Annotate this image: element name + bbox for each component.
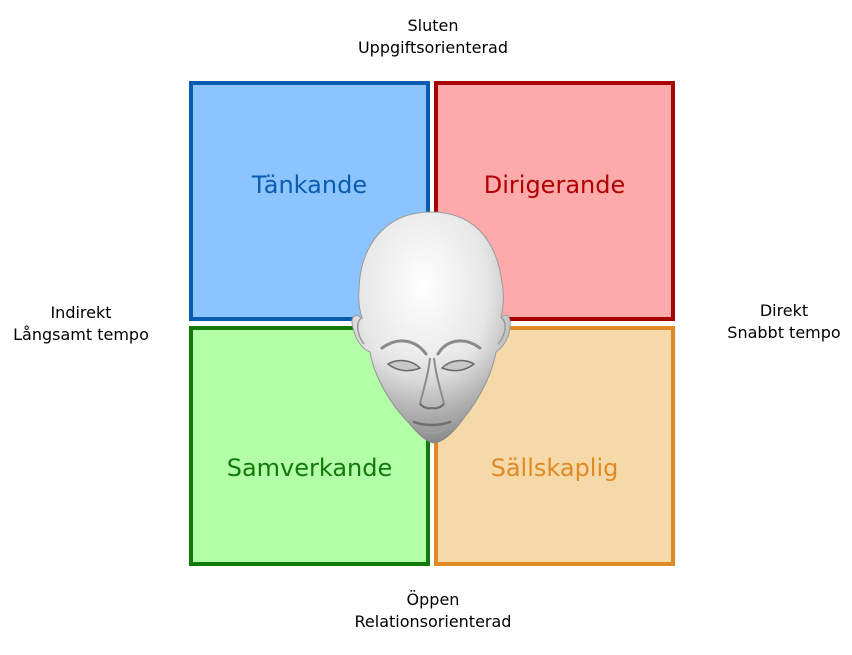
quadrant-label-sallskaplig: Sällskaplig (490, 454, 619, 482)
axis-right-line1: Direkt (759, 301, 809, 320)
axis-label-top: Sluten Uppgiftsorienterad (333, 15, 533, 59)
axis-left-line1: Indirekt (50, 303, 112, 322)
axis-top-line1: Sluten (407, 16, 459, 35)
axis-label-bottom: Öppen Relationsorienterad (333, 589, 533, 633)
quadrant-label-dirigerande: Dirigerande (483, 171, 626, 199)
axis-label-right: Direkt Snabbt tempo (712, 300, 852, 344)
quadrant-dirigerande: Dirigerande (434, 81, 675, 321)
axis-left-line2: Långsamt tempo (13, 325, 149, 344)
quadrant-sallskaplig: Sällskaplig (434, 326, 675, 566)
axis-label-left: Indirekt Långsamt tempo (0, 302, 162, 346)
axis-bottom-line2: Relationsorienterad (354, 612, 512, 631)
axis-right-line2: Snabbt tempo (727, 323, 841, 342)
quadrant-tankande: Tänkande (189, 81, 430, 321)
axis-top-line2: Uppgiftsorienterad (357, 38, 509, 57)
quadrant-label-tankande: Tänkande (251, 171, 368, 199)
axis-bottom-line1: Öppen (406, 590, 460, 609)
head-icon (351, 211, 511, 444)
quadrant-label-samverkande: Samverkande (226, 454, 393, 482)
